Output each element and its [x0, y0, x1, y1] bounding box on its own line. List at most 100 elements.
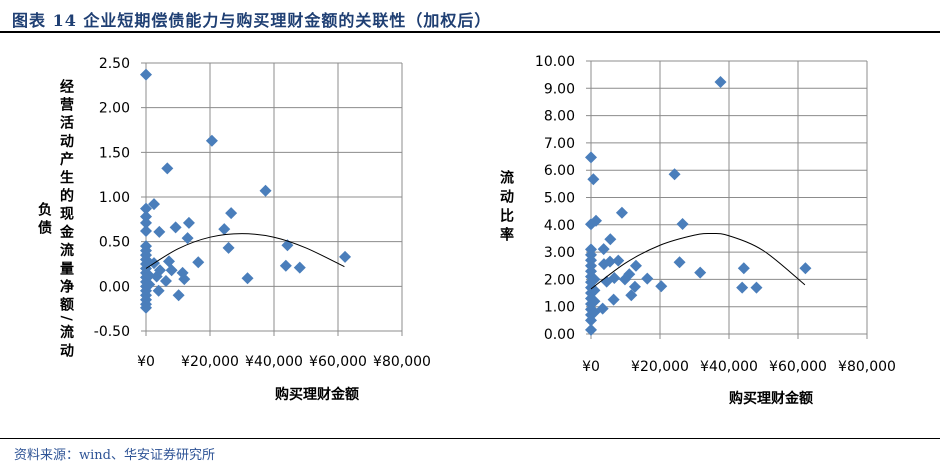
data-point	[140, 224, 152, 237]
data-point	[153, 225, 166, 238]
data-point	[169, 221, 182, 234]
x-axis-label: 购买理财金额	[275, 386, 359, 403]
data-point	[588, 306, 601, 319]
data-point	[585, 243, 597, 256]
data-point	[588, 284, 601, 297]
data-point	[588, 295, 601, 308]
data-point	[629, 259, 642, 272]
y-tick-label: 2.00	[99, 101, 130, 117]
data-point	[750, 281, 763, 294]
data-point	[603, 255, 616, 268]
data-point	[181, 232, 194, 245]
data-point	[655, 280, 668, 293]
scatter-chart-1: -0.50 0.00 0.50 1.00 1.50 2.00 2.50 ¥0 ¥20,000 ¥4…	[94, 56, 431, 403]
title-divider	[0, 31, 940, 33]
data-point	[628, 280, 641, 293]
y-tick-label: 0.50	[99, 235, 130, 251]
y-tick-label: 2.00	[544, 272, 575, 288]
data-point	[165, 264, 178, 277]
y-tick-label: 2.50	[99, 56, 130, 72]
data-point	[162, 255, 175, 268]
x-tick-label: ¥60,000	[309, 354, 367, 370]
y-tick-label: 6.00	[544, 163, 575, 179]
data-point	[641, 272, 654, 285]
x-tick-label: ¥60,000	[769, 359, 827, 375]
data-point	[218, 223, 231, 236]
footer-divider	[0, 438, 940, 439]
y-tick-label: 5.00	[544, 191, 575, 207]
y-tick-label: 10.00	[535, 54, 575, 70]
x-axis-label: 购买理财金额	[729, 390, 813, 407]
data-point	[612, 254, 625, 267]
data-point	[259, 184, 272, 197]
data-point	[241, 272, 254, 285]
x-tick-label: ¥0	[582, 359, 600, 375]
data-point	[279, 259, 292, 272]
y-tick-label: 3.00	[544, 245, 575, 261]
data-point	[148, 198, 160, 211]
trendline	[145, 233, 345, 269]
data-point	[140, 210, 152, 223]
scatter-chart-2: 0.00 1.00 2.00 3.00 4.00 5.00 6.00 7.00 8.00 9.00…	[535, 54, 896, 407]
data-point	[673, 256, 686, 269]
data-point	[676, 217, 689, 230]
data-point	[588, 273, 601, 286]
data-point	[799, 262, 812, 275]
figure-title: 图表 14 企业短期偿债能力与购买理财金额的关联性（加权后）	[12, 11, 492, 30]
data-point	[694, 266, 707, 279]
data-point	[585, 151, 597, 164]
data-point	[161, 162, 174, 175]
x-tick-label: ¥80,000	[838, 359, 896, 375]
data-point	[225, 207, 238, 220]
y-tick-label: 1.00	[99, 190, 130, 206]
data-point	[714, 76, 727, 89]
y-tick-label: 0.00	[99, 279, 130, 295]
data-point	[140, 301, 152, 314]
data-point	[222, 241, 235, 254]
data-point	[140, 216, 152, 229]
source-note: 资料来源：wind、华安证券研究所	[14, 448, 215, 463]
data-point	[604, 233, 617, 246]
data-point	[143, 269, 156, 282]
data-point	[140, 68, 152, 81]
y-tick-label: 7.00	[544, 136, 575, 152]
data-point	[615, 206, 628, 219]
data-point	[159, 274, 172, 287]
y-tick-label: 1.00	[544, 300, 575, 316]
y-tick-label: -0.50	[94, 324, 130, 340]
x-tick-label: ¥40,000	[700, 359, 758, 375]
data-point	[172, 289, 185, 302]
data-point	[192, 256, 205, 269]
data-point	[587, 173, 600, 186]
data-point	[737, 262, 750, 275]
y-tick-label: 9.00	[544, 81, 575, 97]
x-tick-label: ¥40,000	[245, 354, 303, 370]
y-tick-label: 8.00	[544, 109, 575, 125]
trendline	[590, 232, 806, 290]
y-axis-label-chart-2: 流动比率	[498, 170, 514, 246]
data-point	[153, 264, 166, 277]
x-tick-label: ¥80,000	[373, 354, 431, 370]
data-point	[152, 284, 165, 297]
y-tick-label: 0.00	[544, 327, 575, 343]
y-tick-label: 4.00	[544, 218, 575, 234]
x-tick-label: ¥20,000	[631, 359, 689, 375]
data-point	[607, 293, 620, 306]
y-tick-label: 1.50	[99, 145, 130, 161]
data-point	[668, 168, 681, 181]
data-point	[585, 218, 597, 231]
data-point	[293, 261, 306, 274]
data-point	[625, 289, 638, 302]
x-tick-label: ¥0	[137, 354, 155, 370]
x-tick-label: ¥20,000	[181, 354, 239, 370]
data-point	[585, 323, 597, 336]
data-point	[736, 281, 749, 294]
data-point	[618, 273, 631, 286]
y-axis-label-chart-1: 经营活动产生的现金流量净额/流动负债	[36, 79, 74, 362]
data-point	[597, 243, 610, 256]
data-point	[140, 202, 152, 215]
data-point	[178, 273, 191, 286]
data-point	[182, 216, 195, 229]
